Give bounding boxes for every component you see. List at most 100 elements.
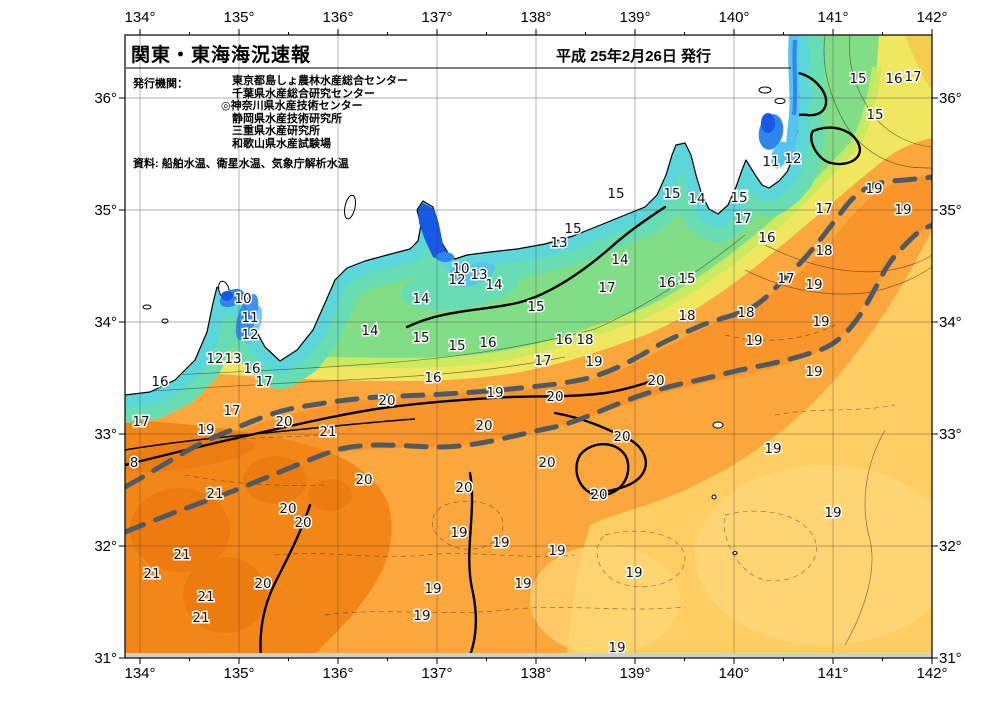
sst-label: 19 (625, 565, 642, 581)
sst-label: 17 (904, 69, 921, 85)
sst-label: 17 (734, 211, 751, 227)
sst-label: 14 (361, 323, 378, 339)
sst-label: 20 (294, 515, 311, 531)
sst-label: 20 (279, 501, 296, 517)
sst-label: 21 (206, 486, 223, 502)
lon-label-bottom: 141° (817, 665, 848, 682)
lat-label-right: 33° (939, 426, 962, 443)
sst-label: 13 (550, 235, 567, 251)
boso-islet (758, 86, 772, 94)
sst-label: 15 (731, 189, 748, 205)
lon-label-top: 140° (718, 9, 749, 26)
tokyo-bay-core (761, 113, 775, 133)
lon-label-bottom: 139° (619, 665, 650, 682)
sst-label: 13 (224, 351, 241, 367)
sst-label: 15 (448, 338, 465, 354)
sst-label: 14 (412, 291, 429, 307)
lon-label-top: 142° (916, 9, 947, 26)
sst-label: 19 (805, 364, 822, 380)
sst-label: 15 (527, 299, 544, 315)
sst-label: 19 (894, 202, 911, 218)
sst-label: 18 (678, 308, 695, 324)
sst-label: 20 (538, 455, 555, 471)
lon-label-top: 137° (421, 9, 452, 26)
sst-label: 17 (598, 280, 615, 296)
sst-label: 16 (151, 374, 168, 390)
sst-label: 19 (450, 525, 467, 541)
sst-label: 15 (607, 186, 624, 202)
kii-coast-cold-core (235, 294, 259, 340)
izu-island (712, 421, 724, 429)
sst-label: 20 (355, 472, 372, 488)
lon-label-bottom: 140° (718, 665, 749, 682)
sst-label: 20 (378, 393, 395, 409)
sst-label: 12 (206, 351, 223, 367)
axis-layer: 134° 134° 135° 135° 136° 136° 137° 137° 138° 138°… (94, 9, 961, 682)
sst-label: 18 (576, 332, 593, 348)
sst-label: 20 (475, 418, 492, 434)
lat-label-left: 35° (94, 202, 117, 219)
lat-label-right: 36° (939, 90, 962, 107)
sst-front-tongue (125, 438, 255, 472)
map-frame (124, 34, 933, 659)
sst-label-layer: 15 16 17 15 11 12 19 17 19 15 17 16 18 17 19 18 19 19 19 18… (128, 68, 923, 658)
lat-label-left: 32° (94, 538, 117, 555)
sst-label: 19 (514, 576, 531, 592)
sst-label: 20 (455, 480, 472, 496)
sst-label: 16 (658, 275, 675, 291)
sst-label: 15 (663, 186, 680, 202)
sst-label: 16 (243, 361, 260, 377)
sst-label: 17 (534, 353, 551, 369)
tokyo-bay-mouth-cold (771, 141, 789, 169)
lat-label-right: 35° (939, 202, 962, 219)
sst-label: 18 (815, 243, 832, 259)
sst-label: 17 (815, 201, 832, 217)
sst-label: 19 (413, 608, 430, 624)
sst-label: 15 (849, 71, 866, 87)
mikawa-bay-cold (436, 252, 454, 262)
sst-label: 10 (234, 291, 251, 307)
sst-label: 21 (143, 566, 160, 582)
sst-label: 19 (745, 333, 762, 349)
sst-label: 15 (730, 190, 747, 206)
cold-bays (219, 35, 800, 345)
seto-island (161, 318, 169, 324)
sst-pocket-12-13 (449, 262, 495, 288)
kuroshio-axis (125, 174, 932, 535)
sst-label: 18 (737, 305, 754, 321)
sst-label: 19 (585, 354, 602, 370)
sst-label: 20 (590, 487, 607, 503)
lat-label-left: 33° (94, 426, 117, 443)
izu-islet (711, 494, 717, 500)
sst-label: 14 (611, 252, 628, 268)
sst-ne-corner (905, 35, 932, 90)
sst-label: 21 (319, 424, 336, 440)
sst-patch-light (695, 465, 932, 645)
lat-label-left: 36° (94, 90, 117, 107)
lon-label-top: 134° (124, 9, 155, 26)
sst-label: 13 (470, 267, 487, 283)
sst-label: 11 (762, 154, 779, 170)
sst-label: 19 (486, 385, 503, 401)
sst-label: 21 (192, 610, 209, 626)
osaka-bay-core (221, 291, 233, 301)
lat-label-right: 31° (939, 650, 962, 667)
lon-label-bottom: 134° (124, 665, 155, 682)
sst-label: 12 (448, 272, 465, 288)
ise-bay-cold (418, 203, 449, 261)
sst-label: 19 (764, 441, 781, 457)
sst-label: 19 (424, 581, 441, 597)
lat-label-right: 34° (939, 314, 962, 331)
sst-pocket-11 (450, 265, 470, 279)
sst-label: 16 (758, 230, 775, 246)
sst-label: 21 (173, 547, 190, 563)
bottom-strip (125, 653, 932, 658)
sst-label: 12 (784, 151, 801, 167)
sst-label: 19 (824, 505, 841, 521)
boso-islet (774, 98, 786, 104)
lat-label-right: 32° (939, 538, 962, 555)
kuroshio-axis-south (125, 222, 932, 535)
sst-label: 19 (812, 314, 829, 330)
sst-label: 19 (197, 422, 214, 438)
sst-label: 19 (548, 543, 565, 559)
